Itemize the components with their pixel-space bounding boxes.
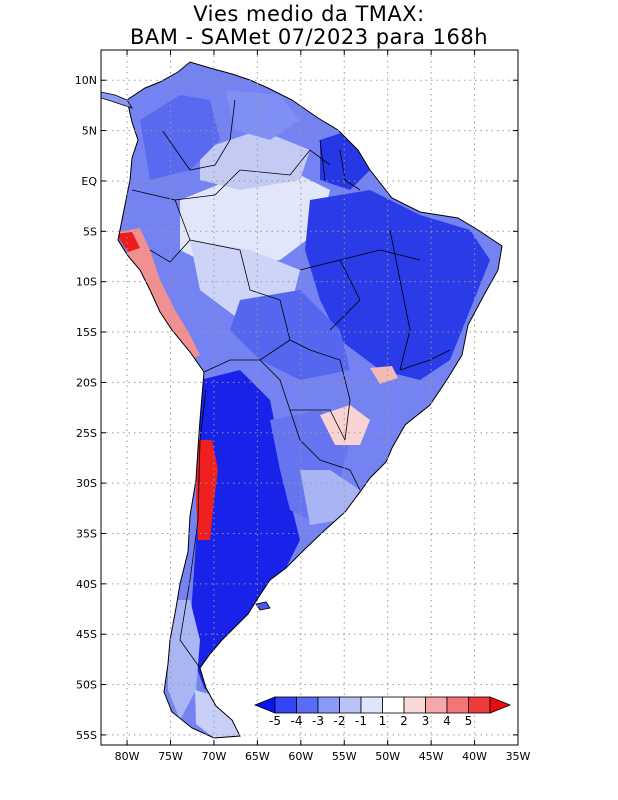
bias-region-north-light — [200, 130, 310, 190]
map-title-line-2: BAM - SAMet 07/2023 para 168h — [129, 25, 489, 49]
colorbar-arrow-right — [489, 696, 512, 714]
bias-region-venezuela-moderate — [225, 90, 300, 140]
lat-tick-label: 30S — [76, 477, 97, 490]
lon-tick-label: 50W — [375, 750, 400, 763]
colorbar-segment — [382, 696, 405, 714]
lat-tick-label: 5S — [83, 225, 97, 238]
bias-region-mato-grosso-positive — [370, 366, 398, 384]
border-chile-bolivia — [203, 339, 291, 373]
bias-region-patagonia-west-light — [168, 600, 200, 720]
colorbar-label: -2 — [334, 714, 346, 728]
border-brazil-state-3 — [299, 259, 361, 331]
lat-tick-label: 55S — [76, 729, 97, 742]
colorbar-label: 5 — [465, 714, 473, 728]
lon-tick-label: 35W — [506, 750, 531, 763]
border-brazil-state-4 — [399, 349, 451, 371]
colorbar-label: 2 — [400, 714, 408, 728]
lat-tick-label: 40S — [76, 578, 97, 591]
lon-tick-label: 55W — [332, 750, 357, 763]
lon-tick-label: 80W — [115, 750, 140, 763]
lon-tick-label: 70W — [202, 750, 227, 763]
colorbar-label: 4 — [443, 714, 451, 728]
colorbar-label: -1 — [355, 714, 367, 728]
colorbar-label: -3 — [312, 714, 324, 728]
colorbar: -5 -4 -3 -2 -1 1 2 3 4 5 — [253, 696, 512, 728]
colorbar-segment — [274, 696, 297, 714]
colorbar-label: 3 — [422, 714, 430, 728]
latitude-axis: 10N 5N EQ 5S 10S 15S 20S 25S 30S 35S 40S 45S 50S 55S — [75, 74, 518, 742]
bias-region-andes-peru-positive — [118, 228, 200, 360]
border-paraguay-brazil — [309, 349, 351, 441]
border-guianas — [339, 149, 361, 191]
country-borders — [131, 99, 451, 669]
map-title-line-1: Vies medio da TMAX: — [193, 2, 425, 26]
border-suriname — [319, 139, 326, 181]
lat-tick-label: 15S — [76, 326, 97, 339]
lat-tick-label: EQ — [81, 175, 97, 188]
bias-region-north-peru-strong-positive — [118, 232, 140, 252]
lat-tick-label: 5N — [82, 125, 97, 138]
colorbar-segment — [403, 696, 426, 714]
falkland-islands — [255, 601, 271, 611]
colorbar-segment — [339, 696, 362, 714]
lat-tick-label: 25S — [76, 427, 97, 440]
bias-region-southern-cone-strong — [190, 370, 300, 690]
colorbar-segment — [446, 696, 469, 714]
colorbar-segment — [468, 696, 491, 714]
gridlines — [101, 50, 518, 745]
central-america — [101, 91, 133, 109]
colorbar-label: -4 — [291, 714, 303, 728]
colorbar-segment — [296, 696, 319, 714]
lon-tick-label: 65W — [245, 750, 270, 763]
bias-region-central-moderate — [230, 290, 350, 380]
border-argentina-brazil — [289, 409, 361, 491]
lat-tick-label: 10S — [76, 276, 97, 289]
longitude-axis: 80W 75W 70W 65W 60W 55W 50W 45W 40W 35W — [115, 50, 531, 763]
colorbar-label: -5 — [269, 714, 281, 728]
lat-tick-label: 35S — [76, 527, 97, 540]
border-brazil-north — [174, 149, 331, 201]
bias-region-chile-strong-positive — [196, 440, 218, 540]
border-chile-argentina — [179, 389, 207, 669]
bias-region-colombia-moderate — [140, 95, 220, 180]
lat-tick-label: 20S — [76, 376, 97, 389]
border-brazil-state-1 — [389, 229, 411, 371]
border-colombia-venezuela — [161, 99, 236, 171]
lon-tick-label: 40W — [462, 750, 487, 763]
map-frame — [100, 49, 519, 746]
colorbar-segment — [360, 696, 383, 714]
lon-tick-label: 60W — [288, 750, 313, 763]
border-brazil-state-2 — [339, 249, 421, 261]
bias-region-east-brazil-strong — [305, 190, 490, 380]
lat-tick-label: 50S — [76, 679, 97, 692]
lon-tick-label: 75W — [158, 750, 183, 763]
lat-tick-label: 45S — [76, 628, 97, 641]
coastline — [117, 61, 503, 739]
colorbar-segment — [317, 696, 340, 714]
colorbar-label: 1 — [379, 714, 387, 728]
colorbar-segment — [425, 696, 448, 714]
lon-tick-label: 45W — [419, 750, 444, 763]
lat-tick-label: 10N — [75, 74, 97, 87]
border-peru-bolivia-brazil — [189, 239, 311, 351]
